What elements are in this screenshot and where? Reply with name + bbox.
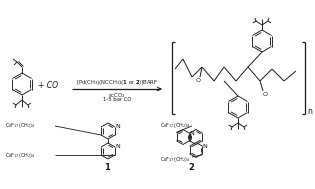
Text: $\mathbf{2}$: $\mathbf{2}$ xyxy=(188,161,196,173)
Text: + CO: + CO xyxy=(38,81,58,91)
Text: N: N xyxy=(190,131,194,136)
Text: 1-5 bar CO: 1-5 bar CO xyxy=(103,97,131,102)
Text: O: O xyxy=(263,92,268,97)
Text: O: O xyxy=(196,78,201,83)
Text: C$_8$F$_{17}$(CH$_2$)$_4$: C$_8$F$_{17}$(CH$_2$)$_4$ xyxy=(5,150,35,160)
Text: N: N xyxy=(115,145,120,149)
Text: $\mathbf{1}$: $\mathbf{1}$ xyxy=(104,161,112,173)
Text: C$_8$F$_{17}$(CH$_2$)$_4$: C$_8$F$_{17}$(CH$_2$)$_4$ xyxy=(160,122,190,130)
Text: N: N xyxy=(115,125,120,129)
Text: [Pd(CH$_3$)(NCCH$_3$)($\mathbf{1}$ or $\mathbf{2}$)]BARF: [Pd(CH$_3$)(NCCH$_3$)($\mathbf{1}$ or $\… xyxy=(76,78,158,87)
Text: scCO$_2$: scCO$_2$ xyxy=(108,91,126,100)
Text: n: n xyxy=(307,106,312,115)
Text: N: N xyxy=(203,144,207,149)
Text: C$_8$F$_{17}$(CH$_2$)$_4$: C$_8$F$_{17}$(CH$_2$)$_4$ xyxy=(5,122,35,130)
Text: C$_8$F$_{17}$(CH$_2$)$_4$: C$_8$F$_{17}$(CH$_2$)$_4$ xyxy=(160,156,190,164)
